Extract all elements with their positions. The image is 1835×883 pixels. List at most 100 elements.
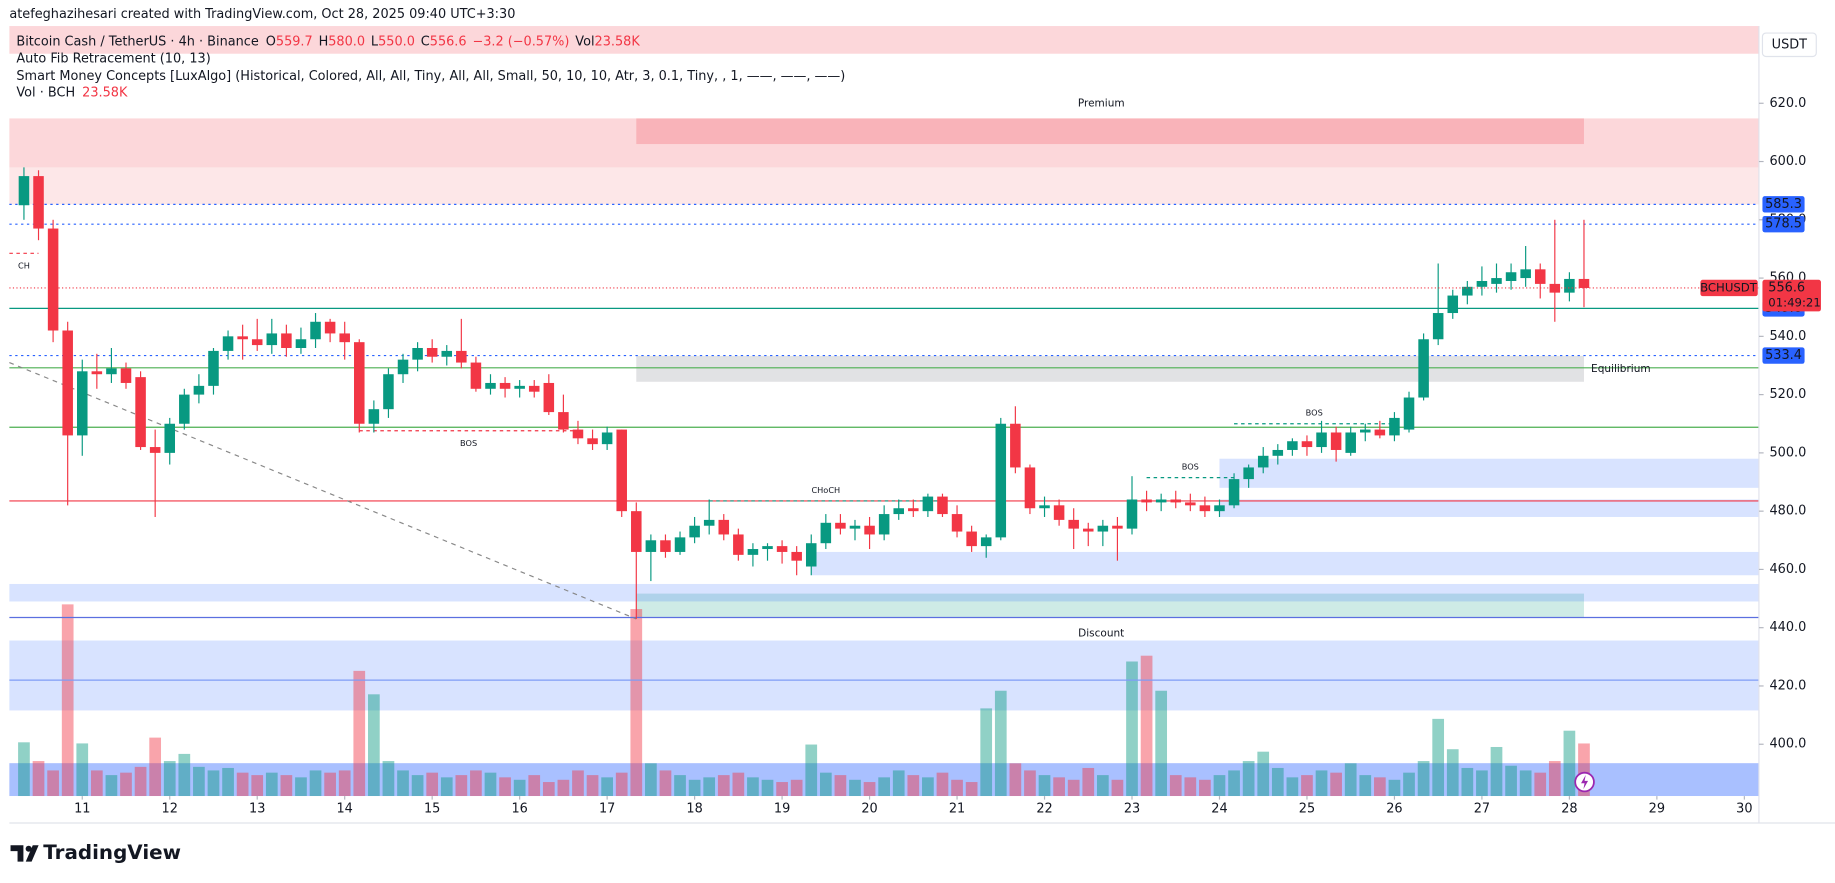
volume-bar xyxy=(207,770,220,797)
x-tick-label: 23 xyxy=(1124,801,1140,816)
x-tick-label: 11 xyxy=(74,801,90,816)
candle-body xyxy=(1374,429,1386,436)
candle-body xyxy=(864,525,875,535)
y-tick-label: 520.0 xyxy=(1769,387,1806,402)
indicator: Smart Money Concepts [LuxAlgo] (Historic… xyxy=(16,69,845,84)
candle-body xyxy=(660,540,671,552)
volume-bar xyxy=(1388,779,1401,797)
candle-body xyxy=(1097,525,1109,532)
logo-text: TradingView xyxy=(43,841,181,864)
candle-body xyxy=(1141,499,1152,503)
volume-bar xyxy=(557,779,570,797)
volume-bar xyxy=(994,690,1007,797)
change: −3.2 (−0.57%) xyxy=(472,34,569,49)
volume-bar xyxy=(922,777,934,797)
x-tick-label: 21 xyxy=(949,801,965,816)
x-tick-label: 12 xyxy=(162,801,178,816)
candle-body xyxy=(222,336,234,351)
candle-body xyxy=(558,412,569,430)
x-tick-label: 17 xyxy=(599,801,615,816)
zone xyxy=(636,355,1584,382)
volume-bar xyxy=(1534,772,1547,797)
y-tick-label: 460.0 xyxy=(1769,562,1806,577)
last-price-label: 556.6 xyxy=(1768,280,1805,295)
x-tick-label: 29 xyxy=(1649,801,1665,816)
zone xyxy=(9,26,1759,54)
candle-body xyxy=(1403,397,1415,430)
structure-label: CH xyxy=(18,261,30,271)
ohlc-value: 556.6 xyxy=(430,34,467,49)
legend-line: Bitcoin Cash / TetherUS · 4h · Binance O5… xyxy=(16,34,640,49)
candle-body xyxy=(1578,278,1590,288)
candle-body xyxy=(908,508,919,512)
volume-bar xyxy=(717,775,730,797)
ohlc-value: 580.0 xyxy=(328,34,365,49)
candle-body xyxy=(543,382,555,413)
volume-bar xyxy=(1578,743,1590,797)
volume-bar xyxy=(1024,770,1036,797)
zone xyxy=(1219,458,1759,488)
volume-bar xyxy=(542,782,555,797)
volume-bar xyxy=(1403,772,1415,797)
vol-key: Vol xyxy=(575,34,594,49)
volume-bar xyxy=(1126,661,1138,797)
axes: 400.0 420.0 440.0 460.0 480.0 500.0 520.0 540.0… xyxy=(74,96,1821,816)
candle-body xyxy=(237,336,248,340)
zone xyxy=(811,551,1759,576)
candle-body xyxy=(1330,432,1342,450)
logo-dot xyxy=(25,845,32,852)
x-tick-label: 13 xyxy=(249,801,265,816)
volume-bar xyxy=(397,770,409,797)
countdown: 01:49:21 xyxy=(1768,296,1821,310)
volume-bar xyxy=(1155,690,1168,797)
candle-body xyxy=(33,176,44,229)
volume-bar xyxy=(382,761,395,797)
x-tick-label: 20 xyxy=(861,801,877,816)
header-text: atefeghazihesari created with TradingVie… xyxy=(9,7,515,22)
logo: TradingView xyxy=(10,841,181,864)
volume-bar xyxy=(688,779,701,797)
volume-bar xyxy=(819,772,832,797)
candle-body xyxy=(1024,467,1036,509)
volume-bar xyxy=(353,670,366,797)
volume-bar xyxy=(1140,655,1153,797)
volume-bar xyxy=(615,772,628,797)
candle-body xyxy=(354,342,365,424)
volume-bar xyxy=(280,775,293,797)
volume-bar xyxy=(163,761,176,797)
candle-body xyxy=(1345,432,1356,453)
zone-label: Equilibrium xyxy=(1591,363,1651,375)
price-tag-label: 533.4 xyxy=(1765,348,1802,363)
volume-bar xyxy=(1315,770,1328,797)
volume-bar xyxy=(1417,761,1430,797)
candle-body xyxy=(485,382,496,389)
candle-body xyxy=(878,514,890,535)
volume-bar xyxy=(105,775,118,797)
candle-body xyxy=(1126,499,1138,529)
ohlc-key: L xyxy=(371,34,379,49)
price-tag-label: 585.3 xyxy=(1765,197,1802,212)
x-tick-label: 18 xyxy=(686,801,702,816)
zone xyxy=(636,593,1584,618)
volume-bar xyxy=(1038,775,1051,797)
candle-body xyxy=(1272,449,1284,456)
candle-body xyxy=(937,496,948,515)
candle-body xyxy=(310,321,321,340)
volume-bar xyxy=(1374,777,1386,797)
candle-body xyxy=(995,423,1007,538)
candle-body xyxy=(1462,286,1473,296)
candle-body xyxy=(747,549,759,555)
candle-body xyxy=(1082,528,1094,532)
candle-body xyxy=(951,514,963,532)
candle-body xyxy=(426,347,438,357)
structure-label: BOS xyxy=(460,438,477,448)
candle-body xyxy=(91,371,103,375)
candle-body xyxy=(18,176,30,206)
volume-bar xyxy=(674,775,686,797)
candle-body xyxy=(893,508,904,515)
volume-bar xyxy=(324,772,336,797)
candle-body xyxy=(631,511,642,552)
volume-bar xyxy=(440,777,453,797)
